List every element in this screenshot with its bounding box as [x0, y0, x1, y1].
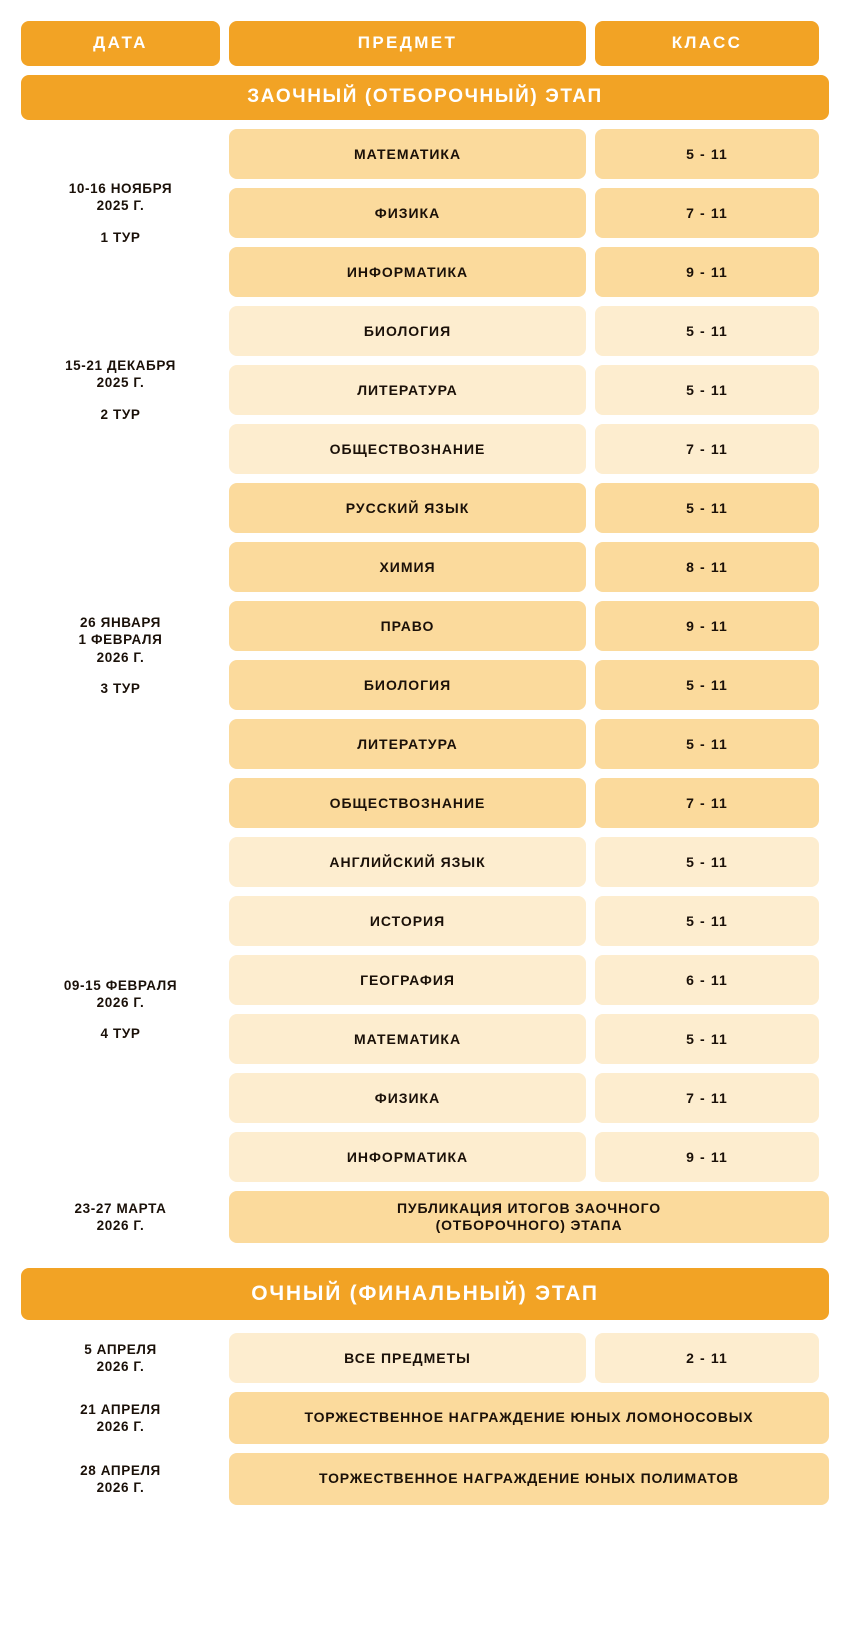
stage-block-tour-1: 10-16 НОЯБРЯ 2025 Г. 1 ТУР МАТЕМАТИКА 5 …: [21, 129, 829, 297]
date-cell: 23-27 МАРТА 2026 Г.: [21, 1191, 220, 1243]
date-cell: 09-15 ФЕВРАЛЯ 2026 Г. 4 ТУР: [21, 837, 220, 1182]
date-text: 15-21 ДЕКАБРЯ 2025 Г.: [65, 358, 176, 391]
table-row: ИНФОРМАТИКА 9 - 11: [229, 1132, 829, 1182]
grade-cell: 9 - 11: [595, 1132, 819, 1182]
table-row: МАТЕМАТИКА 5 - 11: [229, 1014, 829, 1064]
grade-cell: 5 - 11: [595, 129, 819, 179]
date-text: 26 ЯНВАРЯ 1 ФЕВРАЛЯ 2026 Г.: [78, 614, 163, 665]
grade-cell: 6 - 11: [595, 955, 819, 1005]
subject-rows: МАТЕМАТИКА 5 - 11 ФИЗИКА 7 - 11 ИНФОРМАТ…: [229, 129, 829, 297]
table-row: ИСТОРИЯ 5 - 11: [229, 896, 829, 946]
grade-cell: 2 - 11: [595, 1333, 819, 1383]
stage-banner-final: ОЧНЫЙ (ФИНАЛЬНЫЙ) ЭТАП: [21, 1268, 829, 1320]
date-text: 10-16 НОЯБРЯ 2025 Г.: [68, 181, 173, 214]
grade-cell: 5 - 11: [595, 896, 819, 946]
date-cell: 5 АПРЕЛЯ 2026 Г.: [21, 1333, 220, 1383]
grade-cell: 7 - 11: [595, 188, 819, 238]
results-publication-row: 23-27 МАРТА 2026 Г. ПУБЛИКАЦИЯ ИТОГОВ ЗА…: [21, 1191, 829, 1243]
table-row: ФИЗИКА 7 - 11: [229, 1073, 829, 1123]
subject-cell: ОБЩЕСТВОЗНАНИЕ: [229, 424, 586, 474]
date-cell: 26 ЯНВАРЯ 1 ФЕВРАЛЯ 2026 Г. 3 ТУР: [21, 483, 220, 828]
subject-cell: ГЕОГРАФИЯ: [229, 955, 586, 1005]
column-header-subject: ПРЕДМЕТ: [229, 21, 586, 66]
table-row: ХИМИЯ 8 - 11: [229, 542, 829, 592]
subject-cell: ХИМИЯ: [229, 542, 586, 592]
table-row: ЛИТЕРАТУРА 5 - 11: [229, 719, 829, 769]
date-cell: 21 АПРЕЛЯ 2026 Г.: [21, 1392, 220, 1444]
date-cell: 10-16 НОЯБРЯ 2025 Г. 1 ТУР: [21, 129, 220, 297]
subject-cell: БИОЛОГИЯ: [229, 306, 586, 356]
tour-label: 4 ТУР: [100, 1026, 141, 1042]
grade-cell: 5 - 11: [595, 483, 819, 533]
date-text: 23-27 МАРТА 2026 Г.: [74, 1200, 167, 1233]
tour-label: 1 ТУР: [100, 229, 141, 245]
grade-cell: 5 - 11: [595, 837, 819, 887]
grade-cell: 8 - 11: [595, 542, 819, 592]
grade-cell: 5 - 11: [595, 1014, 819, 1064]
subject-rows: БИОЛОГИЯ 5 - 11 ЛИТЕРАТУРА 5 - 11 ОБЩЕСТ…: [229, 306, 829, 474]
award-ceremony-row-lomonosov: 21 АПРЕЛЯ 2026 Г. ТОРЖЕСТВЕННОЕ НАГРАЖДЕ…: [21, 1392, 829, 1444]
award-ceremony-text: ТОРЖЕСТВЕННОЕ НАГРАЖДЕНИЕ ЮНЫХ ПОЛИМАТОВ: [229, 1453, 829, 1505]
stage-block-tour-2: 15-21 ДЕКАБРЯ 2025 Г. 2 ТУР БИОЛОГИЯ 5 -…: [21, 306, 829, 474]
table-row: ИНФОРМАТИКА 9 - 11: [229, 247, 829, 297]
column-header-row: ДАТА ПРЕДМЕТ КЛАСС: [21, 21, 829, 66]
table-row: ОБЩЕСТВОЗНАНИЕ 7 - 11: [229, 424, 829, 474]
date-cell: 28 АПРЕЛЯ 2026 Г.: [21, 1453, 220, 1505]
subject-cell: ИНФОРМАТИКА: [229, 247, 586, 297]
subject-rows: АНГЛИЙСКИЙ ЯЗЫК 5 - 11 ИСТОРИЯ 5 - 11 ГЕ…: [229, 837, 829, 1182]
table-row: ОБЩЕСТВОЗНАНИЕ 7 - 11: [229, 778, 829, 828]
subject-cell: ВСЕ ПРЕДМЕТЫ: [229, 1333, 586, 1383]
grade-cell: 9 - 11: [595, 601, 819, 651]
date-text: 09-15 ФЕВРАЛЯ 2026 Г.: [63, 977, 178, 1010]
tour-label: 3 ТУР: [100, 680, 141, 696]
table-row: БИОЛОГИЯ 5 - 11: [229, 660, 829, 710]
subject-cell: МАТЕМАТИКА: [229, 1014, 586, 1064]
stage-block-tour-3: 26 ЯНВАРЯ 1 ФЕВРАЛЯ 2026 Г. 3 ТУР РУССКИ…: [21, 483, 829, 828]
date-text: 21 АПРЕЛЯ 2026 Г.: [80, 1401, 161, 1434]
table-row: МАТЕМАТИКА 5 - 11: [229, 129, 829, 179]
table-row: БИОЛОГИЯ 5 - 11: [229, 306, 829, 356]
subject-rows: РУССКИЙ ЯЗЫК 5 - 11 ХИМИЯ 8 - 11 ПРАВО 9…: [229, 483, 829, 828]
grade-cell: 7 - 11: [595, 1073, 819, 1123]
subject-cell: ОБЩЕСТВОЗНАНИЕ: [229, 778, 586, 828]
table-row: ФИЗИКА 7 - 11: [229, 188, 829, 238]
subject-cell: ФИЗИКА: [229, 188, 586, 238]
subject-cell: ЛИТЕРАТУРА: [229, 365, 586, 415]
subject-cell: ИСТОРИЯ: [229, 896, 586, 946]
grade-cell: 5 - 11: [595, 660, 819, 710]
subject-cell: ЛИТЕРАТУРА: [229, 719, 586, 769]
grade-cell: 5 - 11: [595, 719, 819, 769]
subject-cell: ПРАВО: [229, 601, 586, 651]
table-row: ЛИТЕРАТУРА 5 - 11: [229, 365, 829, 415]
table-row: ГЕОГРАФИЯ 6 - 11: [229, 955, 829, 1005]
grade-cell: 5 - 11: [595, 365, 819, 415]
award-ceremony-text: ТОРЖЕСТВЕННОЕ НАГРАЖДЕНИЕ ЮНЫХ ЛОМОНОСОВ…: [229, 1392, 829, 1444]
tour-label: 2 ТУР: [100, 406, 141, 422]
subject-cell: АНГЛИЙСКИЙ ЯЗЫК: [229, 837, 586, 887]
grade-cell: 7 - 11: [595, 424, 819, 474]
grade-cell: 9 - 11: [595, 247, 819, 297]
table-row: АНГЛИЙСКИЙ ЯЗЫК 5 - 11: [229, 837, 829, 887]
stage-block-tour-4: 09-15 ФЕВРАЛЯ 2026 Г. 4 ТУР АНГЛИЙСКИЙ Я…: [21, 837, 829, 1182]
column-header-grade: КЛАСС: [595, 21, 819, 66]
column-header-date: ДАТА: [21, 21, 220, 66]
table-row: ПРАВО 9 - 11: [229, 601, 829, 651]
date-cell: 15-21 ДЕКАБРЯ 2025 Г. 2 ТУР: [21, 306, 220, 474]
subject-cell: ФИЗИКА: [229, 1073, 586, 1123]
subject-cell: МАТЕМАТИКА: [229, 129, 586, 179]
subject-cell: БИОЛОГИЯ: [229, 660, 586, 710]
stage-banner-correspondence: ЗАОЧНЫЙ (ОТБОРОЧНЫЙ) ЭТАП: [21, 75, 829, 120]
grade-cell: 5 - 11: [595, 306, 819, 356]
grade-cell: 7 - 11: [595, 778, 819, 828]
final-all-subjects-row: 5 АПРЕЛЯ 2026 Г. ВСЕ ПРЕДМЕТЫ 2 - 11: [21, 1333, 829, 1383]
subject-cell: ИНФОРМАТИКА: [229, 1132, 586, 1182]
table-row: РУССКИЙ ЯЗЫК 5 - 11: [229, 483, 829, 533]
date-text: 5 АПРЕЛЯ 2026 Г.: [84, 1341, 157, 1374]
results-publication-text: ПУБЛИКАЦИЯ ИТОГОВ ЗАОЧНОГО (ОТБОРОЧНОГО)…: [229, 1191, 829, 1243]
date-text: 28 АПРЕЛЯ 2026 Г.: [80, 1462, 161, 1495]
award-ceremony-row-polymath: 28 АПРЕЛЯ 2026 Г. ТОРЖЕСТВЕННОЕ НАГРАЖДЕ…: [21, 1453, 829, 1505]
subject-cell: РУССКИЙ ЯЗЫК: [229, 483, 586, 533]
